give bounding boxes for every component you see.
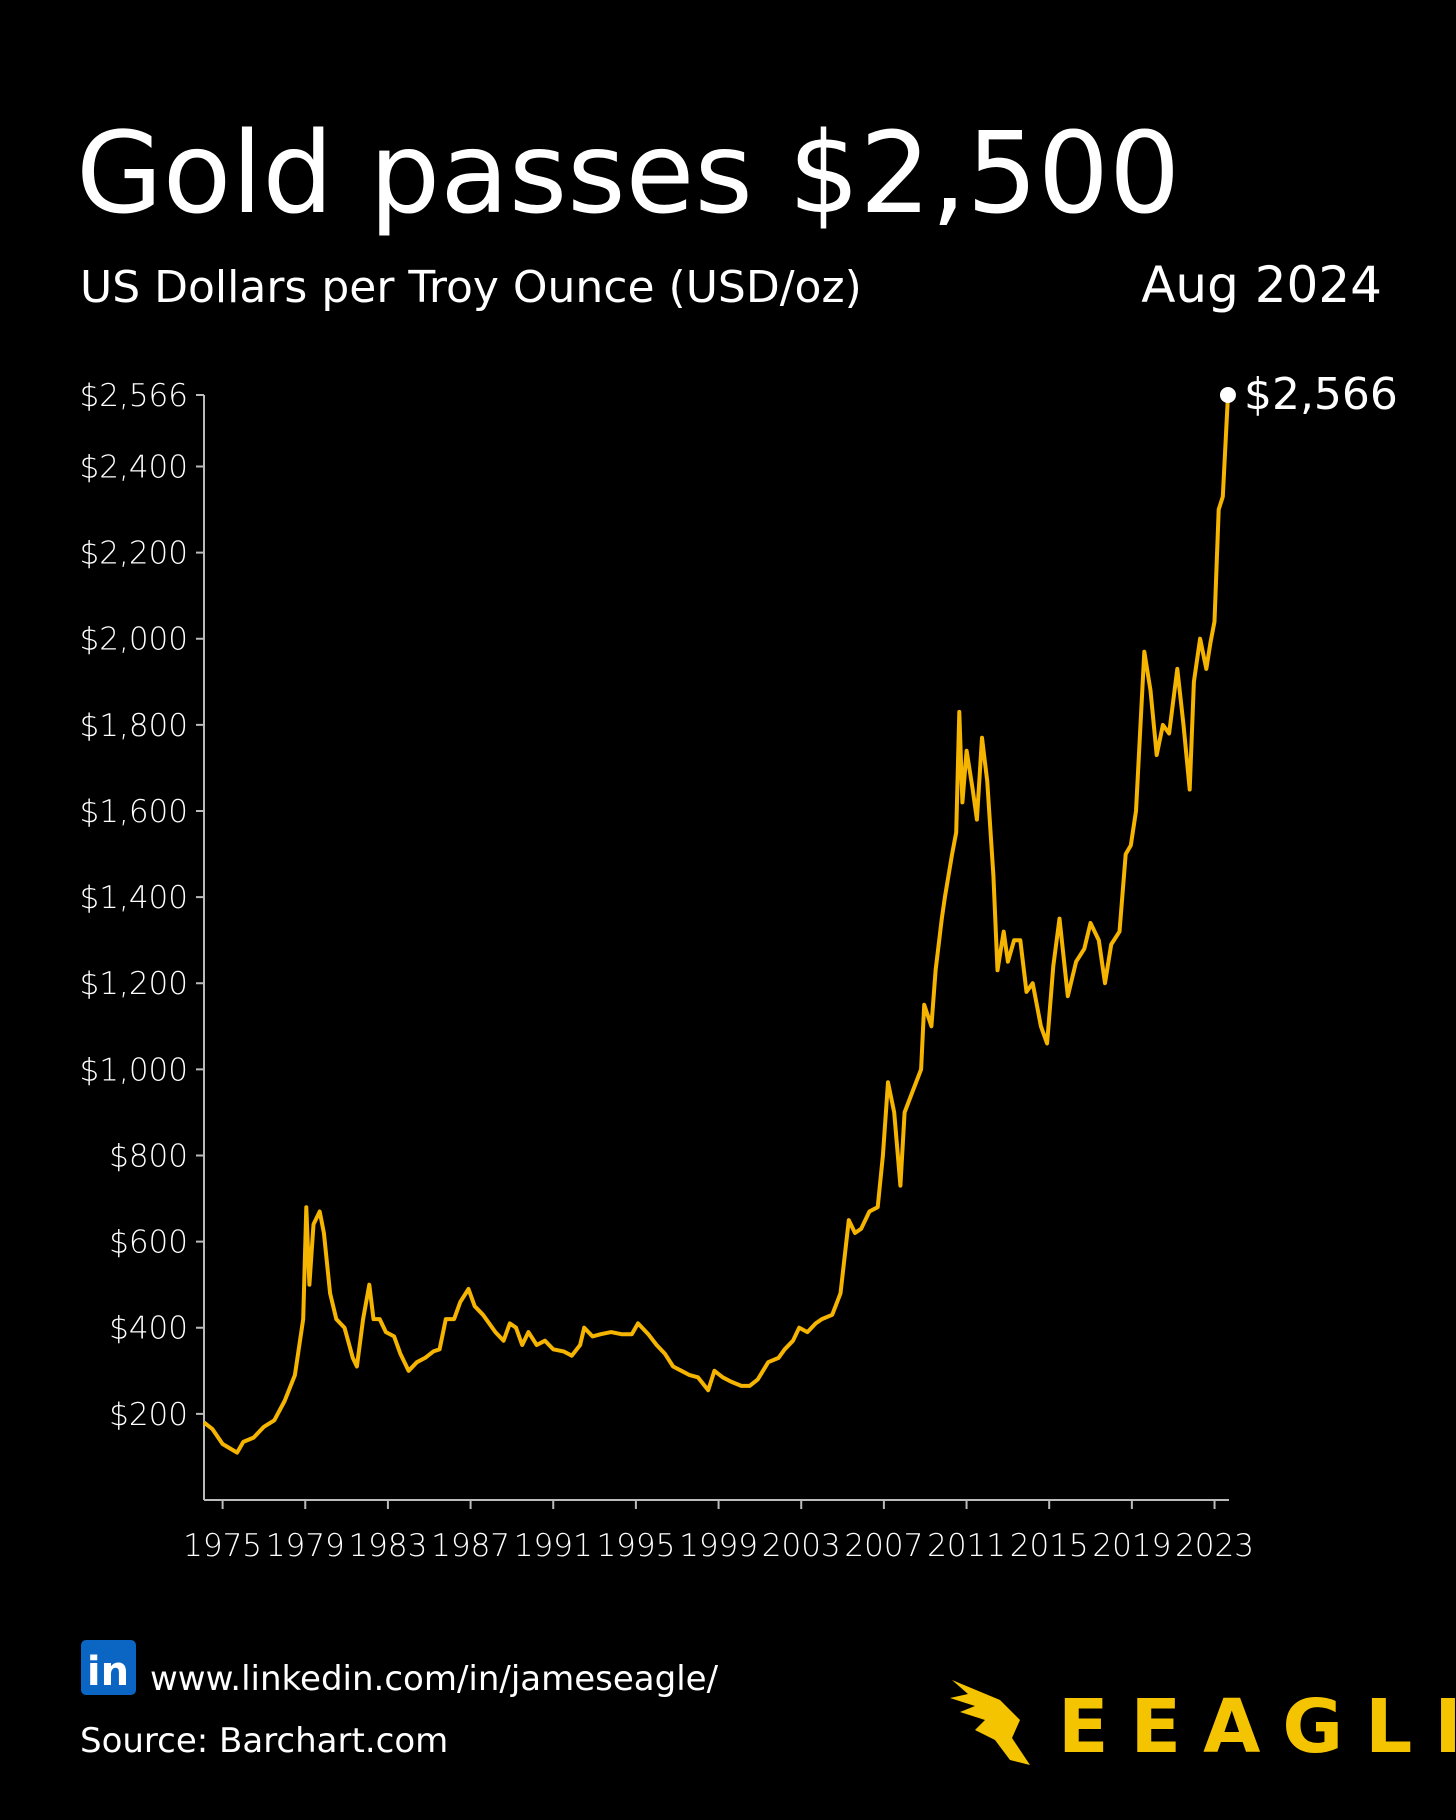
x-tick-label: 2003 <box>762 1528 841 1564</box>
chart-title: Gold passes $2,500 <box>76 109 1180 239</box>
source: Source: Barchart.com <box>80 1721 448 1761</box>
price-line <box>202 394 1230 1455</box>
x-tick-label: 1983 <box>348 1528 427 1564</box>
y-tick-label: $1,200 <box>80 966 188 1002</box>
x-tick-label: 1999 <box>679 1528 758 1564</box>
x-tick-label: 2015 <box>1010 1528 1089 1564</box>
y-tick-label: $2,200 <box>80 536 188 572</box>
x-tick-label: 1995 <box>596 1528 675 1564</box>
y-tick-label: $2,000 <box>80 622 188 658</box>
x-tick-label: 2011 <box>927 1528 1006 1564</box>
y-tick-label: $800 <box>109 1138 188 1174</box>
x-tick-label: 1975 <box>183 1528 262 1564</box>
end-label: $2,566 <box>1244 369 1398 420</box>
linkedin-icon-text: in <box>87 1649 129 1695</box>
linkedin-icon <box>81 1640 136 1695</box>
eagle-logo <box>950 1680 1030 1765</box>
brand: EEAGLI <box>1058 1684 1456 1770</box>
end-point <box>1219 387 1236 403</box>
y-tick-label: $1,400 <box>80 880 188 916</box>
footer-url: www.linkedin.com/in/jameseagle/ <box>150 1659 719 1699</box>
subtitle: US Dollars per Troy Ounce (USD/oz) <box>80 262 862 313</box>
eagle-shape <box>950 1680 1030 1765</box>
x-tick-label: 1991 <box>514 1528 593 1564</box>
y-tick-label: $400 <box>109 1311 188 1347</box>
x-tick-label: 2019 <box>1092 1528 1171 1564</box>
y-tick-label: $600 <box>109 1225 188 1261</box>
x-tick-label: 1987 <box>431 1528 510 1564</box>
y-tick-label: $1,600 <box>80 794 188 830</box>
y-tick-label: $2,400 <box>80 449 188 485</box>
y-tick-label: $200 <box>109 1397 188 1433</box>
date: Aug 2024 <box>1141 256 1382 314</box>
y-tick-label: $1,800 <box>80 708 188 744</box>
x-tick-label: 2023 <box>1175 1528 1254 1564</box>
y-tick-label: $1,000 <box>80 1052 188 1088</box>
y-tick-label: $2,566 <box>80 378 188 414</box>
x-tick-label: 2007 <box>844 1528 923 1564</box>
x-tick-label: 1979 <box>266 1528 345 1564</box>
